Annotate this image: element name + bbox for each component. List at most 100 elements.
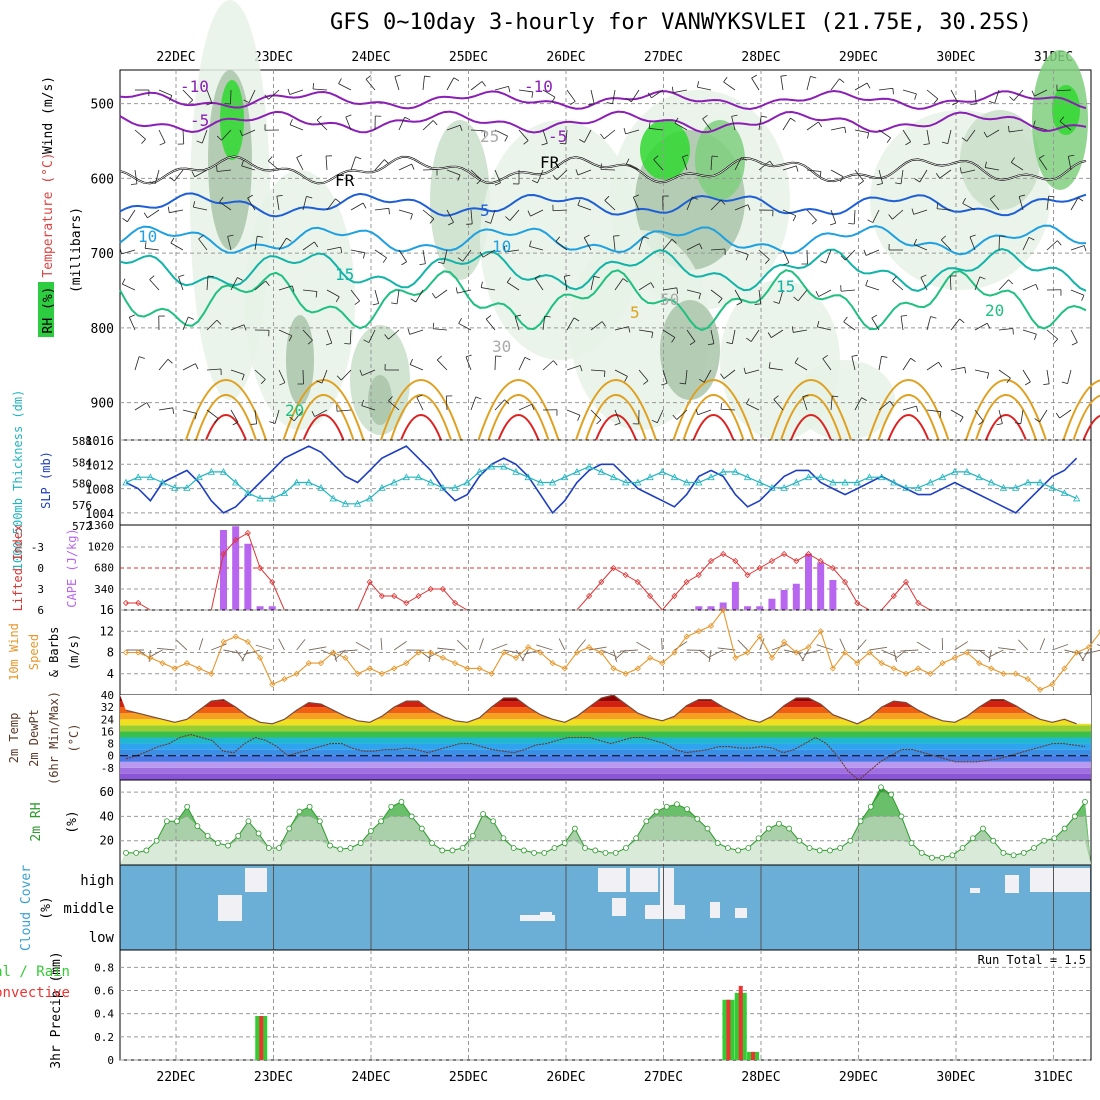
wind10m-marker — [1000, 670, 1007, 677]
wind10m-marker — [720, 606, 727, 614]
wind-barb-flag — [593, 275, 600, 279]
temp-axis-label: 2m DewPt — [27, 709, 41, 767]
thickness-marker — [134, 473, 142, 481]
wind-barb-flag — [1014, 422, 1021, 425]
precip-legend-total: Total / Rain — [0, 964, 70, 980]
wind-barb — [878, 400, 891, 411]
wind-barb — [1059, 121, 1072, 131]
cape-bars — [220, 526, 837, 610]
wind10m-marker — [525, 644, 532, 651]
wind-barb-flag — [628, 326, 631, 333]
wind-barb — [782, 209, 796, 217]
pressure-tick-label: 500 — [91, 98, 114, 113]
wind-barb — [145, 247, 160, 251]
cape-bar — [744, 606, 752, 610]
wind-barb-flag — [121, 278, 126, 285]
wind10m-barb — [1083, 649, 1100, 655]
wind-barb-flag — [216, 135, 222, 141]
wind-barb-flag — [720, 199, 726, 205]
lifted-marker — [817, 557, 824, 565]
wind-barb-flag — [577, 199, 581, 206]
wind-barb — [170, 242, 184, 251]
thickness-marker — [244, 489, 252, 497]
rh2m-line — [123, 784, 1088, 861]
page-title: GFS 0~10day 3-hourly for VANWYKSVLEI (21… — [330, 10, 1032, 35]
wind-barb — [178, 276, 184, 291]
wind-barb-flag — [764, 259, 770, 264]
thickness-marker — [1036, 478, 1044, 486]
wind-barb — [276, 196, 280, 211]
temp-color-band — [120, 755, 1091, 762]
wind-barb-flag — [650, 282, 655, 288]
wind10m-axis-label: 10m Wind — [7, 623, 21, 681]
rh2m-marker — [949, 852, 956, 859]
wind10m-barb — [576, 639, 587, 651]
wind-barb — [217, 169, 232, 172]
wind-barb-flag — [816, 320, 820, 327]
wind-barb — [134, 402, 148, 411]
thickness-marker — [195, 473, 203, 481]
thickness-marker — [1072, 494, 1081, 502]
wind-barb-flag — [577, 415, 581, 421]
wind-barb-flag — [773, 395, 779, 400]
wind-barb — [134, 169, 138, 184]
cape-tick-label: 1360 — [88, 519, 115, 532]
wind-barb — [566, 317, 575, 331]
wind-barb-flag — [335, 198, 341, 203]
wind-barb — [758, 116, 762, 131]
temp-tick-label: 0 — [107, 750, 114, 763]
thickness-tick-label: 572 — [72, 520, 92, 533]
contour-label: -5 — [190, 111, 209, 130]
wind-barb-flag — [325, 342, 332, 346]
rh2m-marker — [571, 825, 578, 832]
wind-barb-flag — [723, 76, 728, 83]
wind-barb — [806, 76, 811, 91]
thickness-marker — [158, 478, 167, 486]
wind10m-barb — [997, 647, 1016, 651]
wind10m-panel: 4 8 12 16 — [100, 603, 1100, 696]
wind-barb — [409, 364, 424, 371]
wind-barb — [494, 85, 509, 91]
wind-barb — [686, 196, 693, 211]
rh-shade-blob — [960, 110, 1040, 210]
wind-barb — [577, 169, 592, 176]
wind10m-barb — [988, 649, 1004, 658]
wind10m-barb — [308, 646, 327, 651]
bottom-date-label: 31DEC — [1034, 1070, 1073, 1085]
wind-barb-flag — [647, 92, 652, 99]
warm-contour-arc — [692, 414, 735, 441]
rh2m-marker — [143, 847, 150, 854]
wind-barb-flag — [1053, 338, 1059, 344]
wind10m-barb — [198, 638, 204, 651]
wind10m-barb — [479, 638, 484, 651]
wind-barb — [746, 403, 760, 411]
rh2m-marker — [439, 847, 446, 854]
wind-barb-flag — [541, 142, 548, 146]
cloud-level-label: low — [89, 930, 115, 946]
cloud-clear-block — [645, 905, 685, 919]
wind-barb — [321, 369, 328, 384]
rh2m-marker — [643, 818, 650, 825]
thickness-marker — [999, 483, 1008, 491]
rh2m-marker — [592, 847, 599, 854]
contour-label: 15 — [776, 277, 795, 296]
rh2m-tick-label: 20 — [100, 834, 114, 848]
wind-barb — [673, 89, 688, 94]
wind-barb-flag — [169, 176, 175, 182]
wind-barb — [361, 369, 376, 376]
bottom-date-label: 27DEC — [644, 1070, 683, 1085]
wind-barb-flag — [504, 135, 508, 142]
wind-barb-flag — [676, 287, 678, 294]
wind-barb-flag — [930, 316, 937, 319]
wind-barb — [947, 129, 952, 144]
contour-label: 20 — [285, 401, 304, 420]
rh2m-band — [120, 840, 1091, 865]
thickness-marker — [219, 468, 228, 475]
wind-barb — [962, 203, 976, 211]
thickness-marker — [877, 473, 886, 481]
thickness-marker — [597, 468, 605, 475]
thickness-marker — [256, 494, 264, 502]
wind-barb — [127, 209, 136, 222]
